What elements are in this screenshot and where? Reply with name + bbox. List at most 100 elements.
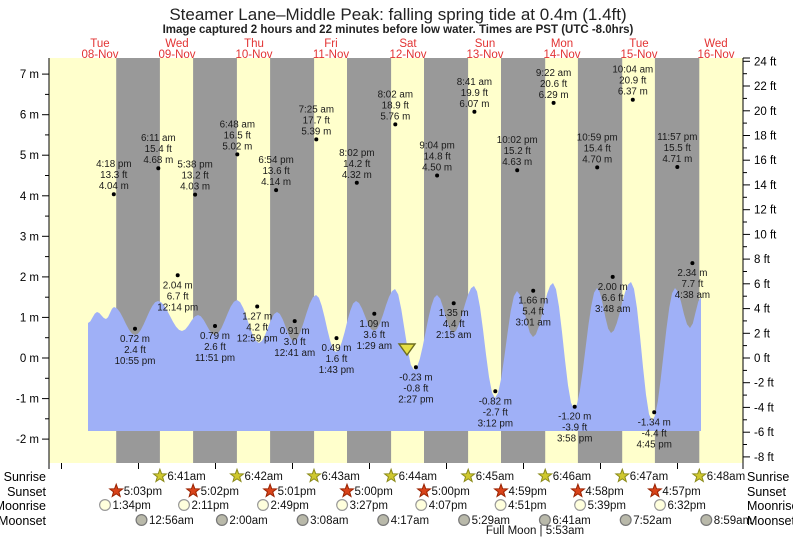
chart-subtitle: Image captured 2 hours and 22 minutes be… bbox=[163, 24, 634, 36]
moonset-icon bbox=[700, 513, 713, 526]
row-label-right-moonrise: Moonrise bbox=[747, 499, 793, 513]
sunrise-time: 6:41am bbox=[167, 471, 205, 483]
plot-area: 7 m 6 m 5 m 4 m 3 m 2 m 1 m 0 m -1 m -2 m 24 ft 22 … bbox=[16, 56, 777, 469]
tide-annotation-high: 4:18 pm 13.3 ft 4.04 m bbox=[96, 159, 131, 192]
day-name: Fri bbox=[324, 38, 337, 50]
tide-extreme-dot bbox=[255, 304, 260, 309]
tide-extreme-dot bbox=[274, 188, 279, 193]
day-name: Wed bbox=[704, 38, 727, 50]
tide-annotation-high: 9:04 pm 14.8 ft 4.50 m bbox=[419, 141, 454, 174]
astro-rows: Sunrise Sunrise 6:41am 6:42am 6:43am 6:44am 6:… bbox=[0, 467, 793, 537]
row-label-left-sunset: Sunset bbox=[7, 485, 46, 499]
tide-extreme-dot bbox=[175, 273, 180, 278]
left-axis-label: 0 m bbox=[20, 353, 39, 365]
sunset-time: 5:02pm bbox=[201, 486, 239, 498]
moonrise-time: 4:51pm bbox=[508, 500, 546, 512]
moonset-time: 2:00am bbox=[229, 515, 267, 527]
left-axis-label: 4 m bbox=[20, 191, 39, 203]
moonrise-icon bbox=[336, 499, 349, 512]
tide-annotation-high: 6:11 am 15.4 ft 4.68 m bbox=[141, 133, 176, 166]
tide-extreme-dot bbox=[675, 165, 680, 169]
tide-extreme-dot bbox=[630, 97, 635, 102]
full-moon-note: Full Moon | 5:53am bbox=[486, 525, 584, 537]
moonset-time: 12:56am bbox=[149, 515, 194, 527]
sunrise-time: 6:46am bbox=[553, 471, 591, 483]
moonrise-icon bbox=[494, 499, 507, 512]
sunrise-icon bbox=[537, 467, 554, 483]
moonrise-icon bbox=[98, 499, 111, 512]
sunset-time: 5:01pm bbox=[278, 486, 316, 498]
moonrise-time: 2:11pm bbox=[192, 500, 230, 512]
moonset-icon bbox=[619, 513, 632, 526]
sunrise-time: 6:45am bbox=[476, 471, 514, 483]
right-axis-label: 8 ft bbox=[754, 254, 771, 266]
moonset-time: 7:52am bbox=[633, 515, 671, 527]
day-name: Tue bbox=[90, 38, 109, 50]
tide-annotation-high: 10:59 pm 15.4 ft 4.70 m bbox=[577, 132, 618, 165]
right-axis-label: 22 ft bbox=[754, 81, 777, 93]
sunset-icon bbox=[493, 482, 509, 498]
tide-annotation-high: 6:48 am 16.5 ft 5.02 m bbox=[220, 119, 255, 152]
right-axis-label: 20 ft bbox=[754, 106, 777, 118]
moonrise-icon bbox=[653, 499, 666, 512]
sunset-icon bbox=[185, 482, 201, 498]
tide-annotation-low: 2.34 m 7.7 ft 4:38 am bbox=[675, 268, 710, 301]
moonrise-icon bbox=[257, 499, 270, 512]
tide-extreme-dot bbox=[531, 288, 536, 293]
moonrise-icon bbox=[574, 499, 587, 512]
sunset-icon bbox=[647, 482, 663, 498]
day-name: Wed bbox=[165, 38, 188, 50]
tide-annotation-low: -0.23 m -0.8 ft 2:27 pm bbox=[398, 372, 433, 405]
tide-extreme-dot bbox=[193, 192, 198, 197]
sunrise-icon bbox=[306, 467, 322, 483]
tide-annotation-low: 2.00 m 6.6 ft 3:48 am bbox=[595, 282, 630, 315]
sunrise-time: 6:48am bbox=[707, 471, 745, 483]
sunset-time: 5:00pm bbox=[355, 486, 393, 498]
tide-annotation-low: 1.27 m 4.2 ft 12:59 pm bbox=[237, 312, 278, 345]
sunrise-icon bbox=[229, 467, 245, 483]
tide-extreme-dot bbox=[652, 410, 657, 415]
sunrise-time: 6:47am bbox=[630, 471, 668, 483]
day-name: Thu bbox=[244, 38, 264, 50]
tide-extreme-dot bbox=[610, 274, 615, 279]
tide-annotation-low: 1.35 m 4.4 ft 2:15 am bbox=[436, 308, 471, 341]
right-axis-label: -4 ft bbox=[754, 402, 775, 414]
tide-extreme-dot bbox=[111, 192, 116, 197]
tide-extreme-dot bbox=[393, 122, 398, 127]
right-axis-label: 24 ft bbox=[754, 56, 777, 68]
left-axis-label: 5 m bbox=[20, 150, 39, 162]
sunset-icon bbox=[339, 482, 355, 498]
day-name: Sat bbox=[399, 38, 417, 50]
moonrise-icon bbox=[178, 499, 191, 512]
capture-time-marker bbox=[397, 343, 417, 357]
sunrise-icon bbox=[691, 467, 708, 483]
tide-extreme-dot bbox=[413, 365, 418, 370]
tide-extreme-dot bbox=[451, 301, 456, 306]
tide-extreme-dot bbox=[515, 168, 520, 173]
row-label-left-moonrise: Moonrise bbox=[0, 499, 46, 513]
moonset-icon bbox=[296, 513, 309, 526]
sunset-time: 5:00pm bbox=[432, 486, 470, 498]
day-name: Tue bbox=[629, 38, 648, 50]
tide-extreme-dot bbox=[314, 137, 319, 142]
sunset-icon bbox=[108, 482, 125, 498]
moonset-time: 3:08am bbox=[310, 515, 348, 527]
tide-annotation-high: 8:02 am 18.9 ft 5.76 m bbox=[378, 89, 413, 122]
tide-extreme-dot bbox=[372, 311, 377, 316]
tide-annotation-high: 7:25 am 17.7 ft 5.39 m bbox=[299, 104, 334, 137]
tide-annotation-high: 5:38 pm 13.2 ft 4.03 m bbox=[177, 160, 212, 193]
sunrise-icon bbox=[152, 467, 168, 483]
sunset-time: 4:59pm bbox=[509, 486, 547, 498]
sunrise-icon bbox=[383, 467, 399, 483]
moonrise-time: 1:34pm bbox=[113, 500, 151, 512]
tide-extreme-dot bbox=[493, 389, 498, 394]
moonset-icon bbox=[215, 513, 228, 526]
left-axis-label: -2 m bbox=[16, 434, 39, 446]
sunset-time: 4:57pm bbox=[662, 486, 700, 498]
tide-annotation-low: 1.09 m 3.6 ft 1:29 am bbox=[357, 319, 392, 352]
right-axis-label: 4 ft bbox=[754, 304, 771, 316]
sunrise-time: 6:44am bbox=[399, 471, 437, 483]
left-axis-label: 6 m bbox=[20, 110, 39, 122]
